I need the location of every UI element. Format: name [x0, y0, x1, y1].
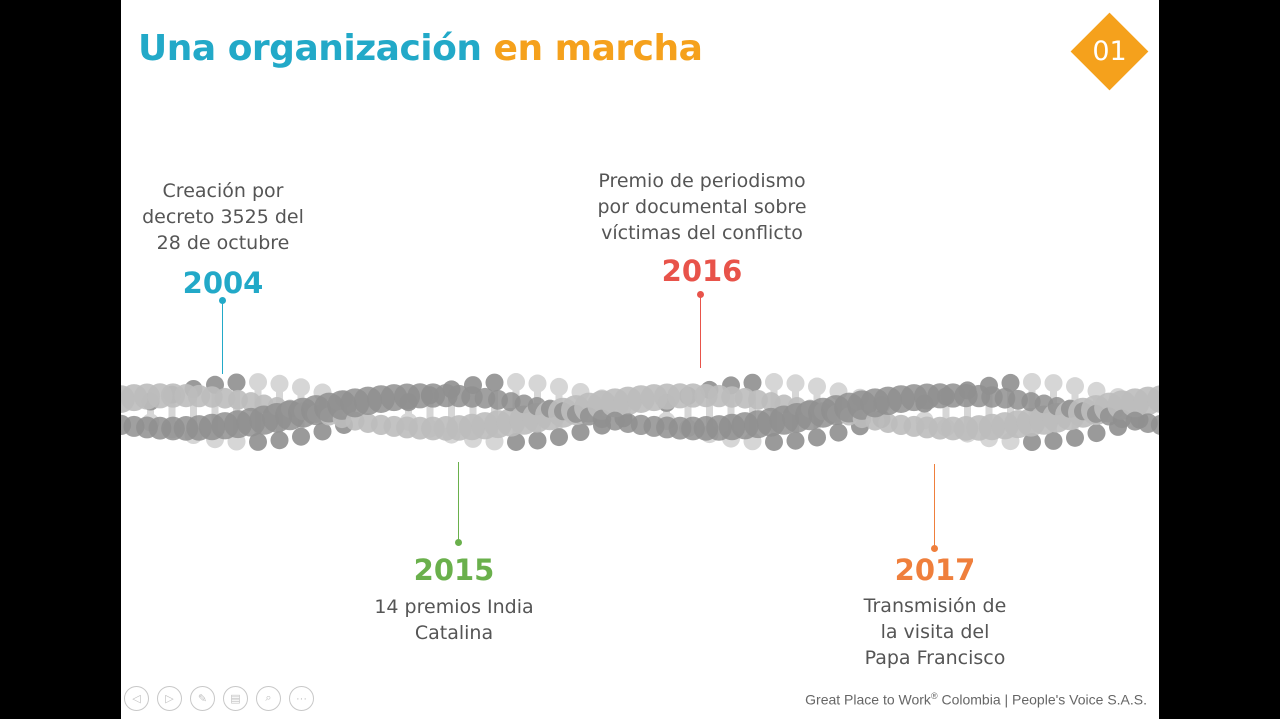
- slide: Una organización en marcha 01 Creación p…: [121, 0, 1159, 719]
- dna-helix-graphic: [121, 373, 1159, 451]
- helix-rung: [727, 385, 735, 439]
- helix-rung: [706, 389, 713, 435]
- slide-number: 01: [1092, 36, 1127, 67]
- next-icon[interactable]: ▷: [157, 686, 182, 711]
- helix-rung: [426, 395, 434, 429]
- helix-node: [528, 374, 547, 393]
- helix-rung: [985, 385, 993, 439]
- helix-node: [743, 373, 762, 392]
- event-year: 2015: [413, 553, 495, 587]
- title-part-1: Una organización: [138, 28, 482, 69]
- event-year: 2017: [894, 553, 976, 587]
- helix-node: [227, 373, 246, 392]
- helix-rung: [168, 394, 176, 430]
- helix-node: [765, 432, 783, 451]
- helix-rung: [1007, 382, 1014, 442]
- helix-node: [292, 427, 310, 446]
- helix-node: [550, 428, 568, 447]
- helix-rung: [469, 385, 477, 439]
- timeline-event-2017: 2017 Transmisión de la visita del Papa F…: [835, 553, 1035, 671]
- helix-node: [249, 373, 267, 392]
- presentation-controls: ◁ ▷ ✎ ▤ ⌕ ···: [124, 686, 314, 711]
- helix-node: [1044, 374, 1063, 393]
- event-description: Transmisión de la visita del Papa Franci…: [863, 595, 1007, 669]
- event-description: Creación por decreto 3525 del 28 de octu…: [142, 180, 304, 254]
- title-part-2: en marcha: [493, 28, 703, 69]
- connector-2016: [697, 291, 704, 368]
- helix-node: [808, 377, 826, 396]
- helix-node: [270, 374, 289, 393]
- helix-node: [808, 428, 826, 447]
- helix-strand-bead: [1150, 414, 1159, 435]
- connector-dot: [219, 297, 226, 304]
- helix-rung: [405, 402, 412, 422]
- helix-node: [786, 431, 805, 450]
- timeline-event-2004: Creación por decreto 3525 del 28 de octu…: [123, 178, 323, 300]
- page-title: Una organización en marcha: [138, 28, 703, 69]
- connector-2017: [931, 464, 938, 552]
- connector-2015: [455, 462, 462, 546]
- helix-node: [292, 378, 310, 397]
- footer-credit: Great Place to Work® Colombia | People's…: [805, 691, 1147, 708]
- helix-node: [786, 374, 805, 393]
- helix-node: [765, 373, 783, 392]
- helix-rung: [448, 389, 455, 435]
- connector-dot: [697, 291, 704, 298]
- helix-node: [507, 432, 525, 451]
- helix-node: [485, 373, 504, 392]
- helix-rung: [964, 390, 971, 434]
- helix-node: [1023, 432, 1041, 451]
- helix-node: [249, 432, 267, 451]
- helix-node: [1087, 424, 1106, 443]
- helix-rung: [147, 401, 154, 423]
- timeline-event-2015: 2015 14 premios India Catalina: [354, 553, 554, 646]
- connector-2004: [219, 297, 226, 374]
- more-icon[interactable]: ···: [289, 686, 314, 711]
- helix-rung: [942, 396, 950, 428]
- helix-rung: [211, 384, 219, 440]
- helix-node: [571, 423, 590, 442]
- helix-node: [528, 431, 547, 450]
- helix-rung: [190, 388, 197, 436]
- helix-node: [829, 423, 848, 442]
- helix-node: [507, 373, 525, 392]
- helix-node: [270, 431, 289, 450]
- helix-rung: [663, 402, 670, 422]
- helix-node: [313, 422, 332, 441]
- event-description: Premio de periodismo por documental sobr…: [597, 170, 807, 244]
- helix-node: [1066, 377, 1084, 396]
- helix-node: [550, 377, 568, 396]
- pen-icon[interactable]: ✎: [190, 686, 215, 711]
- connector-dot: [455, 539, 462, 546]
- helix-node: [1001, 373, 1020, 392]
- zoom-icon[interactable]: ⌕: [256, 686, 281, 711]
- event-year: 2004: [182, 266, 264, 300]
- slide-number-badge: 01: [1070, 12, 1149, 91]
- event-year: 2016: [661, 254, 743, 288]
- helix-node: [1023, 373, 1041, 392]
- previous-icon[interactable]: ◁: [124, 686, 149, 711]
- connector-dot: [931, 545, 938, 552]
- helix-node: [1066, 428, 1084, 447]
- slides-icon[interactable]: ▤: [223, 686, 248, 711]
- helix-rung: [684, 395, 692, 429]
- helix-strand-bead: [1147, 385, 1159, 413]
- event-description: 14 premios India Catalina: [374, 596, 534, 644]
- timeline-event-2016: Premio de periodismo por documental sobr…: [572, 168, 832, 288]
- helix-node: [1044, 431, 1063, 450]
